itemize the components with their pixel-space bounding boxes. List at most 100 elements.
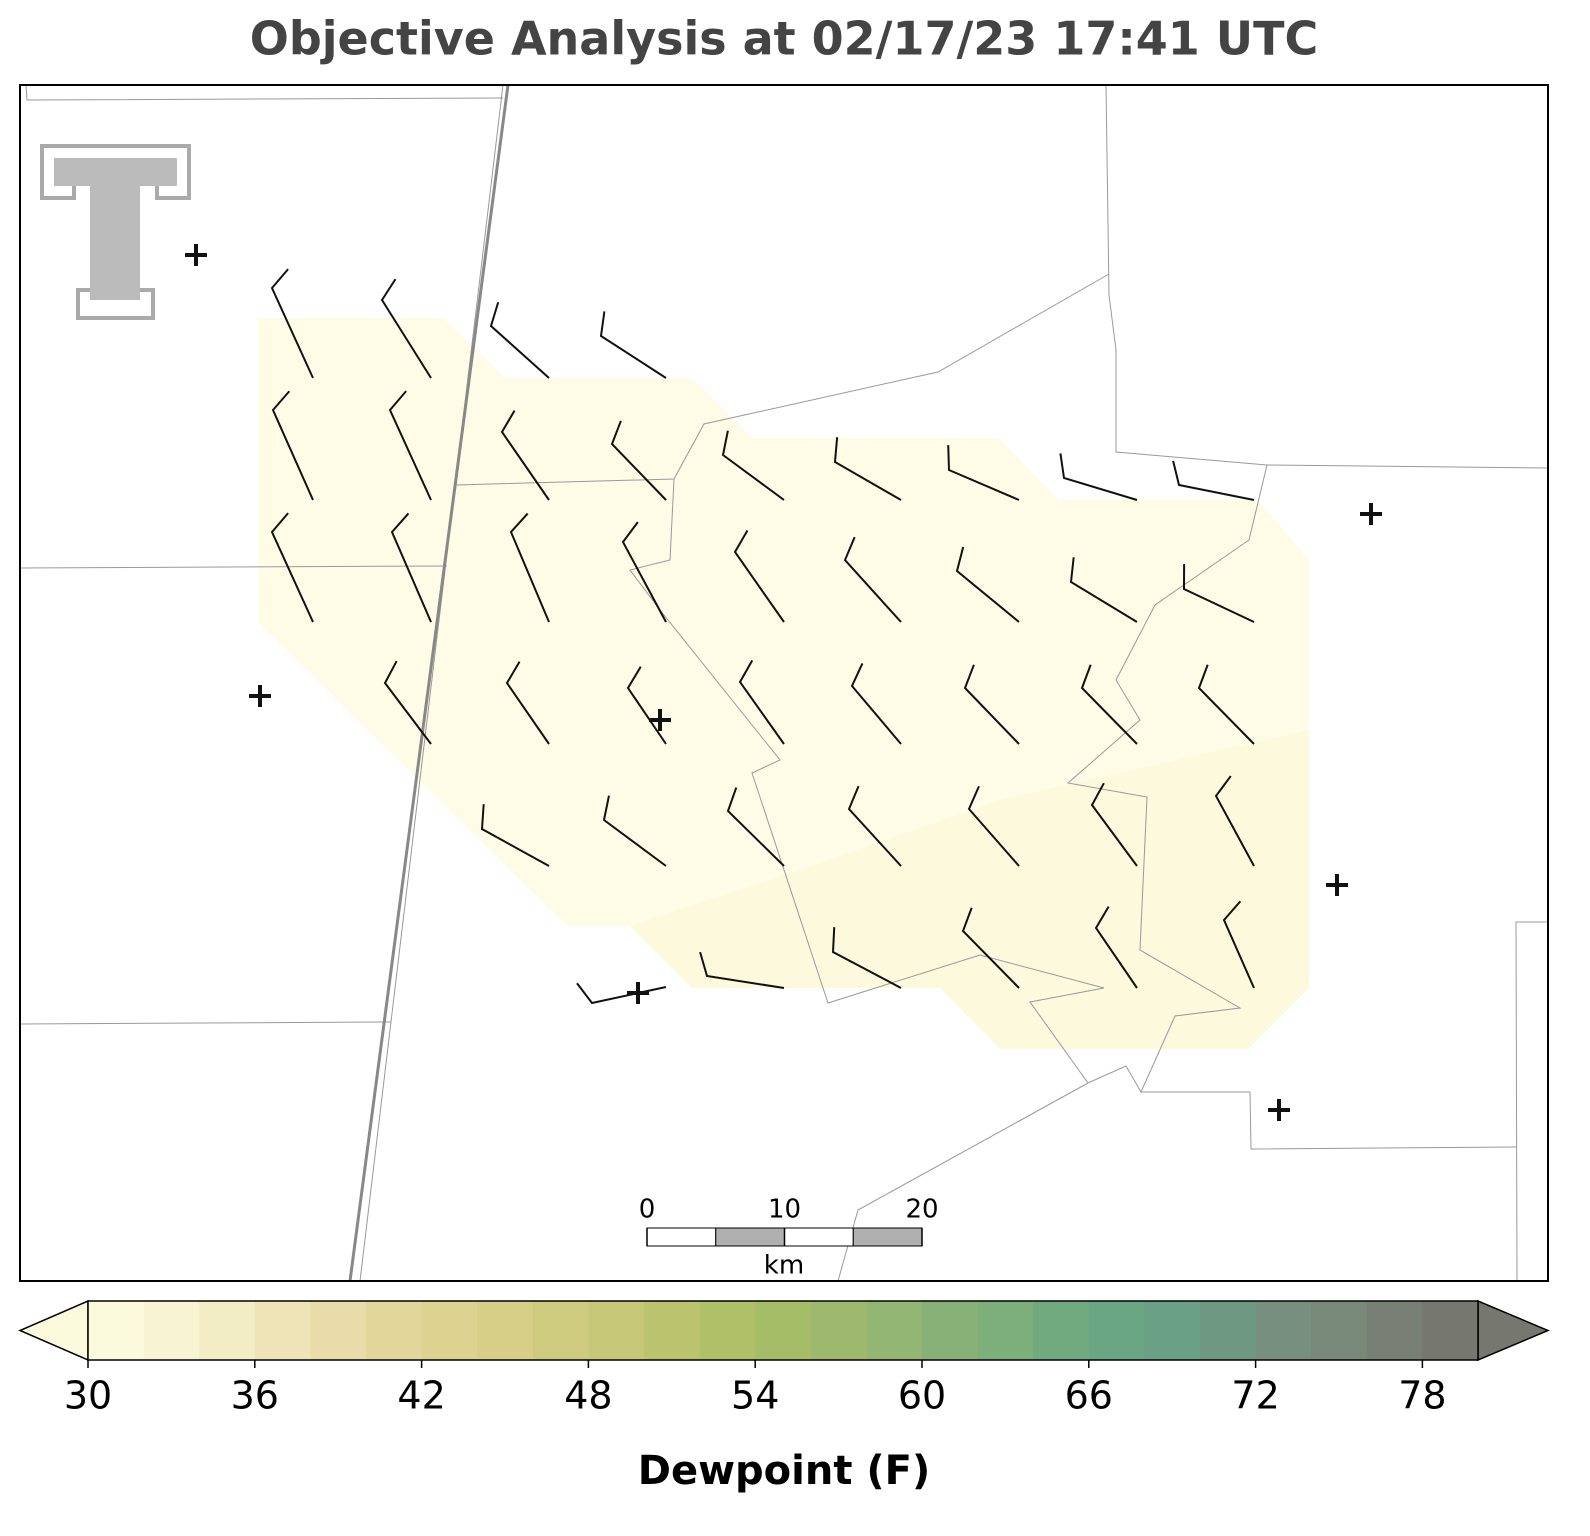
station-marker xyxy=(1326,874,1348,896)
wind-barb xyxy=(1090,782,1138,867)
colorbar-segment xyxy=(477,1301,534,1360)
wind-barb xyxy=(610,420,667,501)
colorbar-extend-high xyxy=(1477,1299,1550,1362)
wind-barb xyxy=(699,951,785,989)
wind-barb xyxy=(388,390,432,501)
wind-barb xyxy=(961,907,1020,989)
wind-barb xyxy=(380,278,432,379)
wind-barb xyxy=(733,529,785,623)
wind-barb xyxy=(1080,664,1138,745)
stations xyxy=(185,244,1382,1121)
colorbar-segment xyxy=(1255,1301,1312,1360)
wind-barb xyxy=(626,666,667,745)
scale-bar: km 0 10 20 xyxy=(639,1195,939,1281)
colorbar-tick-label: 78 xyxy=(1398,1374,1446,1418)
wind-barb xyxy=(1214,775,1255,867)
wind-barb xyxy=(1094,906,1138,989)
colorbar-segment xyxy=(1033,1301,1090,1360)
wind-barb xyxy=(955,546,1020,623)
analysis-shading-band xyxy=(630,730,1309,1049)
wind-barb xyxy=(621,521,667,623)
colorbar-tick-label: 42 xyxy=(397,1374,445,1418)
colorbar-extend-low xyxy=(18,1299,89,1362)
wind-barb xyxy=(1172,460,1255,501)
colorbar-segment xyxy=(421,1301,478,1360)
wind-barb xyxy=(1069,557,1138,623)
colorbar-segment xyxy=(1200,1301,1257,1360)
colorbar-frame xyxy=(87,1300,1479,1361)
wind-barb xyxy=(1197,664,1255,745)
wind-barb xyxy=(500,410,550,501)
wind-barb xyxy=(602,795,667,867)
map-frame xyxy=(19,84,1549,1282)
wind-barb xyxy=(963,664,1020,745)
colorbar-segment xyxy=(644,1301,701,1360)
wind-barb xyxy=(721,430,785,501)
wind-barb xyxy=(738,659,785,745)
colorbar-segment xyxy=(532,1301,589,1360)
wind-barb xyxy=(271,390,314,501)
wind-barb xyxy=(505,661,550,745)
wind-barb xyxy=(850,663,902,745)
colorbar-segment xyxy=(810,1301,867,1360)
colorbar-tick-label: 30 xyxy=(64,1374,112,1418)
colorbar-segment xyxy=(977,1301,1034,1360)
station-marker xyxy=(249,685,271,707)
wind-barb xyxy=(1182,564,1255,623)
colorbar-segment xyxy=(254,1301,311,1360)
station-marker xyxy=(649,709,671,731)
wind-barb xyxy=(833,437,902,501)
wind-barb xyxy=(967,785,1020,867)
colorbar-segment xyxy=(1144,1301,1201,1360)
wind-barb xyxy=(480,804,550,867)
wind-barb xyxy=(1222,900,1255,989)
colorbar-tick-label: 72 xyxy=(1231,1374,1279,1418)
wind-barb xyxy=(270,268,314,379)
colorbar-segment xyxy=(1088,1301,1145,1360)
colorbar-segment xyxy=(1311,1301,1368,1360)
colorbar-segment xyxy=(922,1301,979,1360)
wind-barb xyxy=(383,660,432,745)
wind-barb xyxy=(843,536,902,623)
colorbar-tick-label: 36 xyxy=(231,1374,279,1418)
colorbar-segment xyxy=(143,1301,200,1360)
colorbar-segment xyxy=(755,1301,812,1360)
wind-barb xyxy=(489,301,550,379)
station-marker xyxy=(185,244,207,266)
scale-tick-label: 0 xyxy=(639,1195,656,1225)
wind-barb xyxy=(270,512,314,623)
map: km 0 10 20 xyxy=(19,84,1549,1282)
station-marker xyxy=(1360,503,1382,525)
wind-barb xyxy=(390,512,432,623)
colorbar-segment xyxy=(588,1301,645,1360)
colorbar-segment xyxy=(310,1301,367,1360)
colorbar-segment xyxy=(1366,1301,1423,1360)
wind-barbs xyxy=(270,268,1255,1005)
colorbar-tick-label: 66 xyxy=(1065,1374,1113,1418)
wind-barb xyxy=(509,512,550,623)
scale-segment xyxy=(715,1227,785,1247)
colorbar: Dewpoint (F) 30 36 42 48 54 60 66 72 78 xyxy=(18,1299,1550,1494)
scale-segment xyxy=(646,1227,717,1247)
boundaries xyxy=(19,84,1549,1282)
scale-segment xyxy=(852,1227,923,1247)
highway xyxy=(348,84,510,1282)
colorbar-tick-label: 60 xyxy=(898,1374,946,1418)
colorbar-segment xyxy=(366,1301,423,1360)
scale-tick-label: 20 xyxy=(905,1195,938,1225)
colorbar-tick-label: 48 xyxy=(564,1374,612,1418)
wind-barb xyxy=(831,927,902,989)
colorbar-label: Dewpoint (F) xyxy=(638,1448,931,1494)
wind-barb xyxy=(847,785,902,867)
colorbar-segment xyxy=(88,1301,145,1360)
scale-unit: km xyxy=(764,1251,804,1281)
station-marker xyxy=(1268,1099,1290,1121)
wind-barb xyxy=(599,311,667,379)
station-marker xyxy=(627,982,649,1004)
scale-tick-label: 10 xyxy=(768,1195,801,1225)
colorbar-segment xyxy=(1422,1301,1479,1360)
wind-barb xyxy=(947,445,1020,501)
wind-barb xyxy=(1059,453,1138,501)
colorbar-segment xyxy=(699,1301,756,1360)
